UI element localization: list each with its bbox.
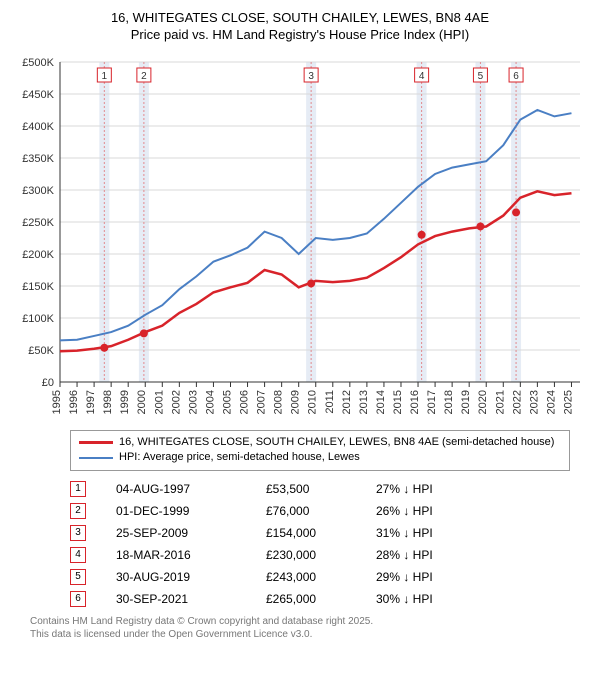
legend-swatch [79, 441, 113, 444]
svg-text:2004: 2004 [204, 390, 216, 414]
footer-line-2: This data is licensed under the Open Gov… [30, 628, 590, 641]
svg-text:2006: 2006 [239, 390, 251, 414]
svg-text:1998: 1998 [102, 390, 114, 414]
page-root: 16, WHITEGATES CLOSE, SOUTH CHAILEY, LEW… [0, 0, 600, 651]
sale-pct: 31% ↓ HPI [376, 526, 486, 540]
svg-text:2018: 2018 [443, 390, 455, 414]
sale-price: £154,000 [266, 526, 376, 540]
title-line-1: 16, WHITEGATES CLOSE, SOUTH CHAILEY, LEW… [10, 10, 590, 27]
sale-price: £230,000 [266, 548, 376, 562]
sale-price: £243,000 [266, 570, 376, 584]
sale-pct: 30% ↓ HPI [376, 592, 486, 606]
sale-pct: 28% ↓ HPI [376, 548, 486, 562]
svg-text:2017: 2017 [426, 390, 438, 414]
sale-badge: 4 [70, 547, 86, 563]
svg-text:1999: 1999 [119, 390, 131, 414]
svg-text:4: 4 [419, 71, 425, 82]
sale-date: 30-SEP-2021 [116, 592, 266, 606]
svg-text:2001: 2001 [153, 390, 165, 414]
sale-badge: 2 [70, 503, 86, 519]
svg-text:3: 3 [308, 71, 314, 82]
svg-text:2003: 2003 [187, 390, 199, 414]
svg-text:6: 6 [513, 71, 519, 82]
price-chart: £0 £50K £100K £150K £200K £250K £300K £350K £400… [10, 52, 590, 422]
sale-date: 04-AUG-1997 [116, 482, 266, 496]
svg-text:2011: 2011 [324, 390, 336, 414]
svg-text:£400K: £400K [22, 121, 54, 133]
svg-text:1997: 1997 [85, 390, 97, 414]
svg-text:£150K: £150K [22, 281, 54, 293]
svg-text:2007: 2007 [256, 390, 268, 414]
svg-text:2021: 2021 [494, 390, 506, 414]
svg-text:2025: 2025 [562, 390, 574, 414]
sale-pct: 29% ↓ HPI [376, 570, 486, 584]
sale-row: 2 01-DEC-1999£76,00026% ↓ HPI [70, 503, 590, 519]
svg-text:£50K: £50K [28, 345, 54, 357]
svg-text:£0: £0 [42, 377, 54, 389]
svg-text:1995: 1995 [51, 390, 63, 414]
svg-text:£450K: £450K [22, 89, 54, 101]
sale-badge: 5 [70, 569, 86, 585]
sale-date: 25-SEP-2009 [116, 526, 266, 540]
sale-date: 01-DEC-1999 [116, 504, 266, 518]
svg-text:£100K: £100K [22, 313, 54, 325]
legend-item: HPI: Average price, semi-detached house,… [79, 450, 561, 465]
sale-badge: 1 [70, 481, 86, 497]
svg-text:2005: 2005 [221, 390, 233, 414]
sale-price: £265,000 [266, 592, 376, 606]
sale-row: 5 30-AUG-2019£243,00029% ↓ HPI [70, 569, 590, 585]
chart-title-block: 16, WHITEGATES CLOSE, SOUTH CHAILEY, LEW… [10, 10, 590, 44]
sale-row: 1 04-AUG-1997£53,50027% ↓ HPI [70, 481, 590, 497]
sale-pct: 27% ↓ HPI [376, 482, 486, 496]
sale-badge: 3 [70, 525, 86, 541]
svg-text:2000: 2000 [136, 390, 148, 414]
svg-text:2020: 2020 [477, 390, 489, 414]
sale-date: 30-AUG-2019 [116, 570, 266, 584]
footer-line-1: Contains HM Land Registry data © Crown c… [30, 615, 590, 628]
sale-row: 3 25-SEP-2009£154,00031% ↓ HPI [70, 525, 590, 541]
sale-row: 4 18-MAR-2016£230,00028% ↓ HPI [70, 547, 590, 563]
svg-text:2015: 2015 [392, 390, 404, 414]
svg-text:£500K: £500K [22, 57, 54, 69]
sale-price: £76,000 [266, 504, 376, 518]
legend-label: HPI: Average price, semi-detached house,… [119, 450, 360, 465]
svg-text:2022: 2022 [511, 390, 523, 414]
sale-row: 6 30-SEP-2021£265,00030% ↓ HPI [70, 591, 590, 607]
svg-text:2002: 2002 [170, 390, 182, 414]
sale-price: £53,500 [266, 482, 376, 496]
svg-text:2009: 2009 [290, 390, 302, 414]
svg-text:2024: 2024 [545, 390, 557, 414]
sales-table: 1 04-AUG-1997£53,50027% ↓ HPI 2 01-DEC-1999… [70, 481, 590, 607]
svg-text:1: 1 [102, 71, 108, 82]
svg-text:£200K: £200K [22, 249, 54, 261]
svg-text:2013: 2013 [358, 390, 370, 414]
sale-pct: 26% ↓ HPI [376, 504, 486, 518]
title-line-2: Price paid vs. HM Land Registry's House … [10, 27, 590, 44]
svg-text:£300K: £300K [22, 185, 54, 197]
svg-text:2014: 2014 [375, 390, 387, 414]
svg-text:2023: 2023 [528, 390, 540, 414]
svg-text:£250K: £250K [22, 217, 54, 229]
svg-text:2008: 2008 [273, 390, 285, 414]
legend: 16, WHITEGATES CLOSE, SOUTH CHAILEY, LEW… [70, 430, 570, 471]
svg-text:2019: 2019 [460, 390, 472, 414]
legend-swatch [79, 457, 113, 459]
svg-text:2: 2 [141, 71, 147, 82]
svg-text:2010: 2010 [307, 390, 319, 414]
legend-label: 16, WHITEGATES CLOSE, SOUTH CHAILEY, LEW… [119, 435, 554, 450]
legend-item: 16, WHITEGATES CLOSE, SOUTH CHAILEY, LEW… [79, 435, 561, 450]
footer-attribution: Contains HM Land Registry data © Crown c… [30, 615, 590, 641]
svg-text:1996: 1996 [68, 390, 80, 414]
svg-text:2012: 2012 [341, 390, 353, 414]
svg-text:5: 5 [478, 71, 484, 82]
sale-badge: 6 [70, 591, 86, 607]
sale-date: 18-MAR-2016 [116, 548, 266, 562]
svg-text:2016: 2016 [409, 390, 421, 414]
svg-text:£350K: £350K [22, 153, 54, 165]
